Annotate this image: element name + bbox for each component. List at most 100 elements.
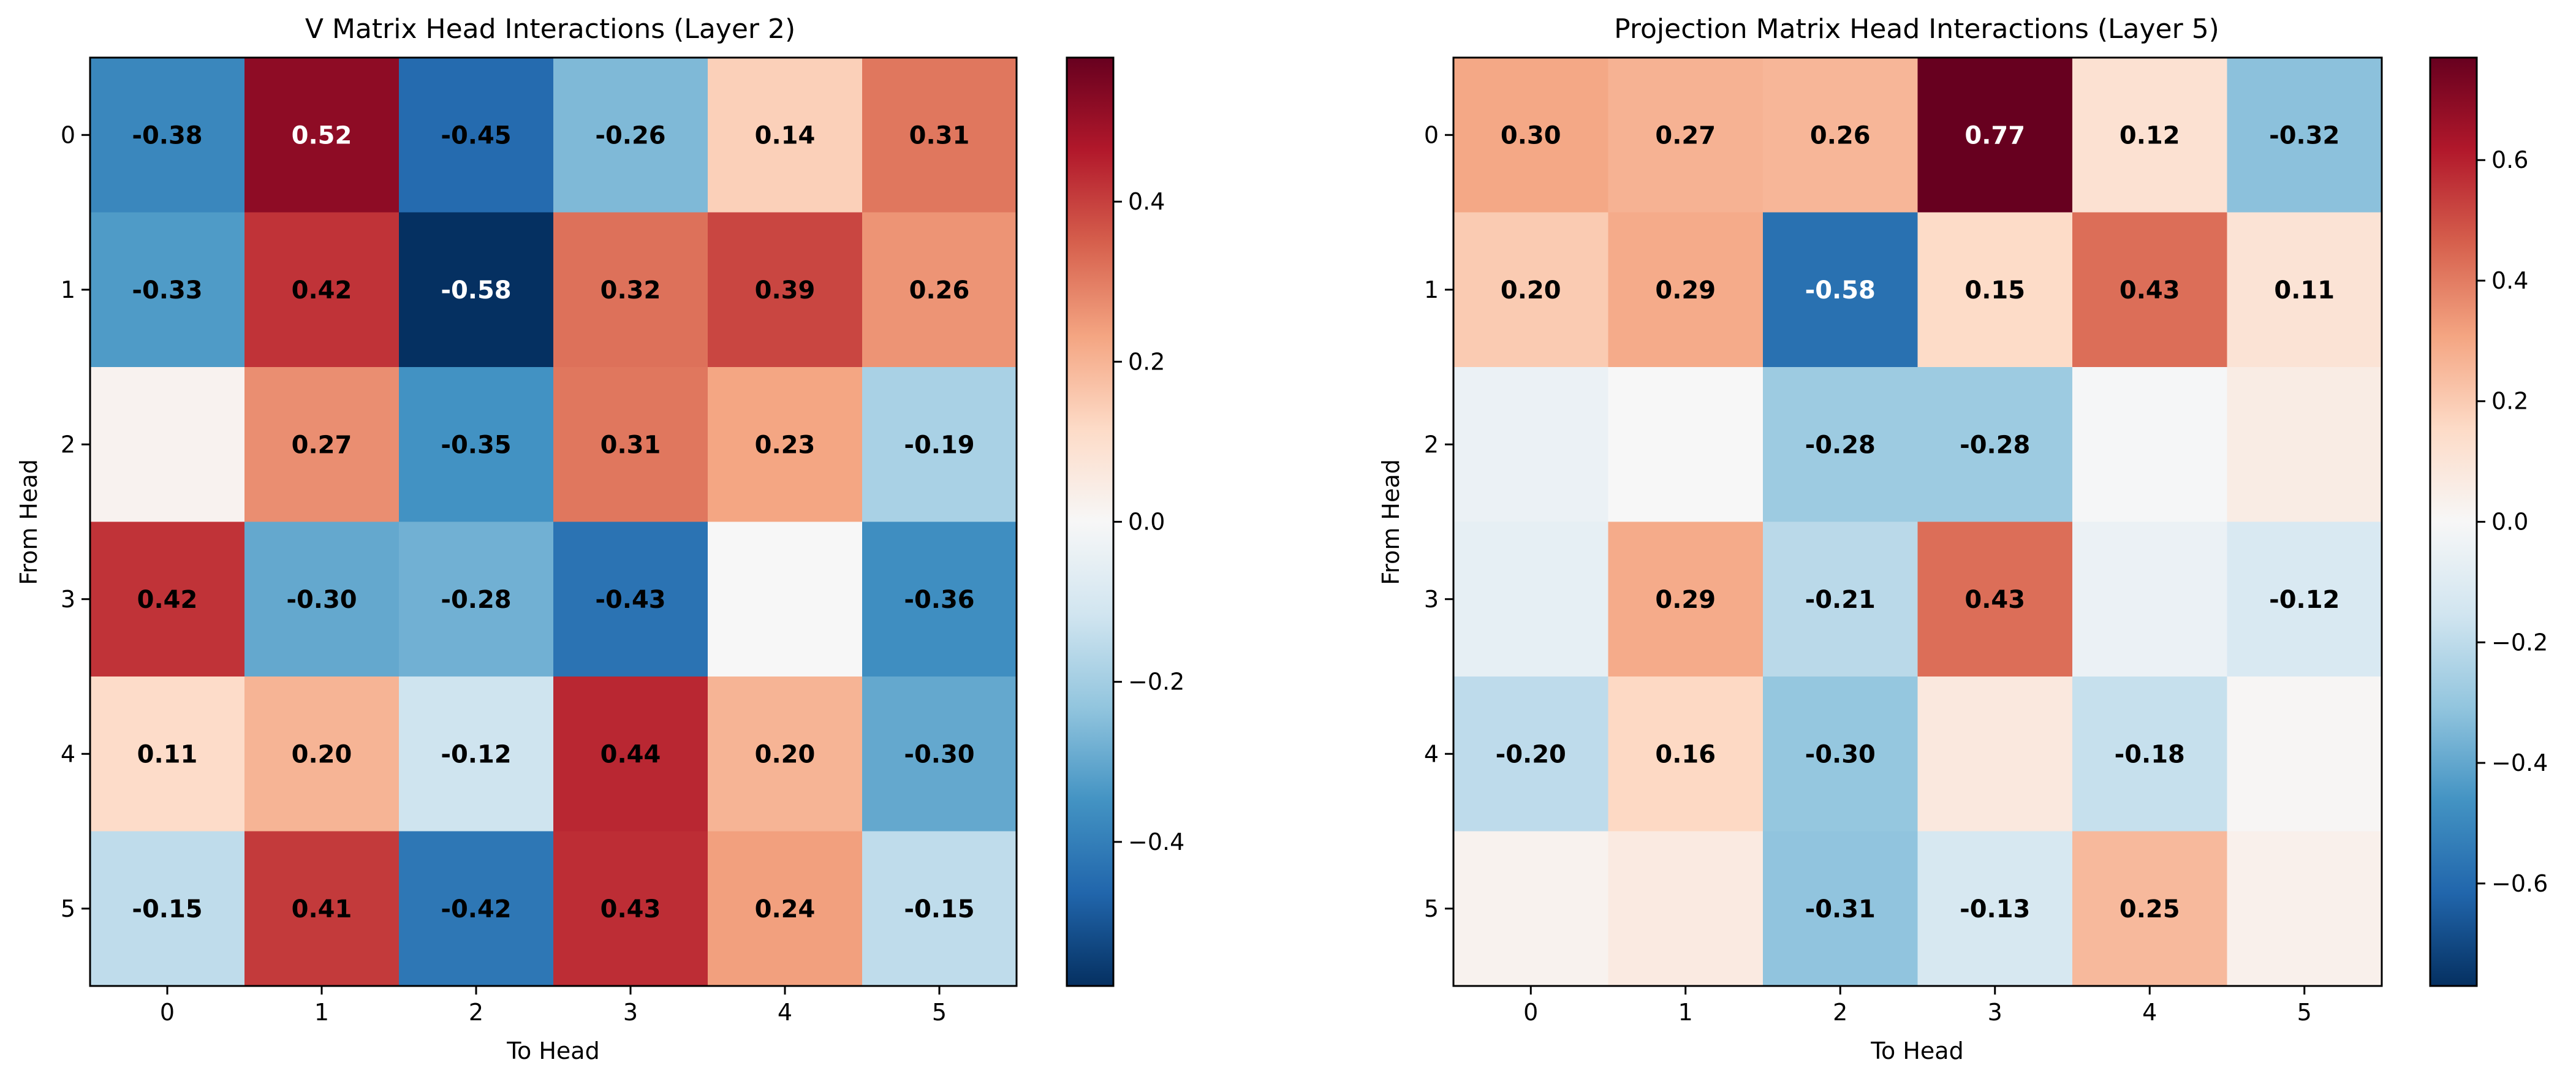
heatmap-cell bbox=[2227, 831, 2382, 987]
colorbar-tick-label: −0.4 bbox=[1128, 828, 1184, 855]
heatmap-cell bbox=[2227, 367, 2382, 523]
y-tick-label: 4 bbox=[61, 740, 75, 767]
x-tick-label: 3 bbox=[623, 999, 638, 1026]
cell-value-label: 0.26 bbox=[909, 276, 970, 305]
cell-value-label: -0.58 bbox=[1805, 276, 1876, 305]
x-tick-label: 1 bbox=[314, 999, 329, 1026]
x-tick-label: 0 bbox=[1523, 999, 1538, 1026]
heatmap-cell bbox=[90, 367, 245, 523]
chart-title: V Matrix Head Interactions (Layer 2) bbox=[305, 13, 795, 45]
cell-value-label: 0.30 bbox=[1501, 121, 1561, 150]
cell-value-label: 0.20 bbox=[755, 740, 816, 768]
cell-value-label: 0.14 bbox=[755, 121, 816, 150]
y-tick-label: 1 bbox=[1424, 276, 1439, 303]
x-axis-label: To Head bbox=[1870, 1037, 1963, 1064]
cell-value-label: 0.31 bbox=[909, 121, 970, 150]
heatmap-cell bbox=[1917, 831, 2073, 987]
cell-value-label: -0.28 bbox=[1805, 431, 1876, 459]
heatmap-cell bbox=[1608, 831, 1763, 987]
x-tick-label: 4 bbox=[2142, 999, 2157, 1026]
heatmap-cell bbox=[244, 521, 400, 677]
cell-value-label: 0.43 bbox=[2120, 276, 2180, 305]
heatmap-cell bbox=[90, 677, 245, 832]
colorbar bbox=[2429, 56, 2478, 987]
cell-value-label: 0.24 bbox=[755, 895, 816, 923]
heatmap-cell bbox=[708, 58, 863, 213]
heatmap-cell bbox=[862, 831, 1017, 987]
colorbar bbox=[1066, 56, 1115, 987]
heatmap-cell bbox=[1453, 367, 1609, 523]
x-tick-label: 0 bbox=[160, 999, 175, 1026]
heatmap-cell bbox=[1608, 521, 1763, 677]
heatmap-cell bbox=[244, 367, 400, 523]
heatmap-cell bbox=[399, 212, 554, 368]
cell-value-label: 0.11 bbox=[2274, 276, 2335, 305]
heatmap-cell bbox=[244, 58, 400, 213]
cell-value-label: 0.42 bbox=[137, 586, 198, 614]
colorbar-tick-label: 0.4 bbox=[1128, 188, 1165, 215]
heatmap-cell bbox=[708, 367, 863, 523]
heatmap-cell bbox=[399, 831, 554, 987]
heatmap-cell bbox=[90, 831, 245, 987]
heatmap-cell bbox=[1608, 677, 1763, 832]
heatmap-cell bbox=[862, 367, 1017, 523]
heatmap-cell bbox=[1763, 212, 1919, 368]
cell-value-label: -0.31 bbox=[1805, 895, 1876, 923]
heatmap-cell bbox=[2227, 677, 2382, 832]
heatmap-cell bbox=[2072, 831, 2228, 987]
heatmap-cell bbox=[399, 58, 554, 213]
heatmap-cell bbox=[399, 521, 554, 677]
heatmap-cell bbox=[90, 521, 245, 677]
y-axis-label: From Head bbox=[15, 459, 42, 585]
cell-value-label: -0.32 bbox=[2269, 121, 2339, 150]
heatmap-cells: 0.30 0.27 0.26 0.77 0.12 -0.32 0.20 0.29 -0.58 0.… bbox=[1453, 58, 2382, 987]
heatmap-cell bbox=[1917, 367, 2073, 523]
y-tick-label: 4 bbox=[1424, 740, 1439, 767]
heatmap-cell bbox=[708, 831, 863, 987]
cell-value-label: 0.41 bbox=[292, 895, 352, 923]
plot-frame bbox=[1452, 56, 2383, 987]
cell-value-label: -0.45 bbox=[441, 121, 511, 150]
cell-value-label: 0.42 bbox=[292, 276, 352, 305]
colorbar-tick-label: −0.2 bbox=[1128, 669, 1184, 696]
colorbar-tick-label: −0.2 bbox=[2491, 629, 2548, 656]
cell-value-label: 0.23 bbox=[755, 431, 816, 459]
heatmap-cell bbox=[1763, 831, 1919, 987]
y-tick-label: 5 bbox=[61, 895, 75, 922]
cell-value-label: 0.27 bbox=[1655, 121, 1716, 150]
cell-value-label: 0.52 bbox=[292, 121, 352, 150]
cell-value-label: -0.35 bbox=[441, 431, 511, 459]
cell-value-label: 0.43 bbox=[1964, 586, 2025, 614]
x-tick-label: 2 bbox=[1833, 999, 1847, 1026]
colorbar-tick-label: 0.4 bbox=[2491, 267, 2528, 294]
cell-value-label: -0.30 bbox=[1805, 740, 1876, 768]
heatmap-cell bbox=[1763, 677, 1919, 832]
heatmap-cell bbox=[553, 212, 708, 368]
heatmap-cell bbox=[862, 677, 1017, 832]
heatmap-cell bbox=[1763, 367, 1919, 523]
x-tick-label: 1 bbox=[1678, 999, 1693, 1026]
cell-value-label: 0.31 bbox=[600, 431, 661, 459]
y-tick-label: 3 bbox=[1424, 586, 1439, 613]
heatmap-cell bbox=[553, 521, 708, 677]
cell-value-label: 0.15 bbox=[1964, 276, 2025, 305]
x-tick-label: 5 bbox=[932, 999, 947, 1026]
cell-value-label: -0.21 bbox=[1805, 586, 1876, 614]
heatmap-cell bbox=[708, 212, 863, 368]
heatmap-cell bbox=[1453, 212, 1609, 368]
cell-value-label: -0.33 bbox=[132, 276, 202, 305]
heatmap-cell bbox=[2072, 212, 2228, 368]
heatmap-cell bbox=[2072, 58, 2228, 213]
cell-value-label: 0.26 bbox=[1810, 121, 1871, 150]
cell-value-label: 0.29 bbox=[1655, 586, 1716, 614]
cell-value-label: 0.39 bbox=[755, 276, 816, 305]
y-tick-label: 2 bbox=[1424, 431, 1439, 458]
heatmap-cell bbox=[399, 367, 554, 523]
x-tick-label: 5 bbox=[2297, 999, 2312, 1026]
colorbar-ticks: −0.4 −0.2 0.0 0.2 0.4 bbox=[1113, 188, 1184, 855]
y-tick-label: 1 bbox=[61, 276, 75, 303]
colorbar-tick-label: 0.6 bbox=[2491, 146, 2528, 173]
y-axis-ticks: 0 1 2 3 4 5 bbox=[1424, 121, 1453, 922]
plot-frame bbox=[89, 56, 1018, 987]
